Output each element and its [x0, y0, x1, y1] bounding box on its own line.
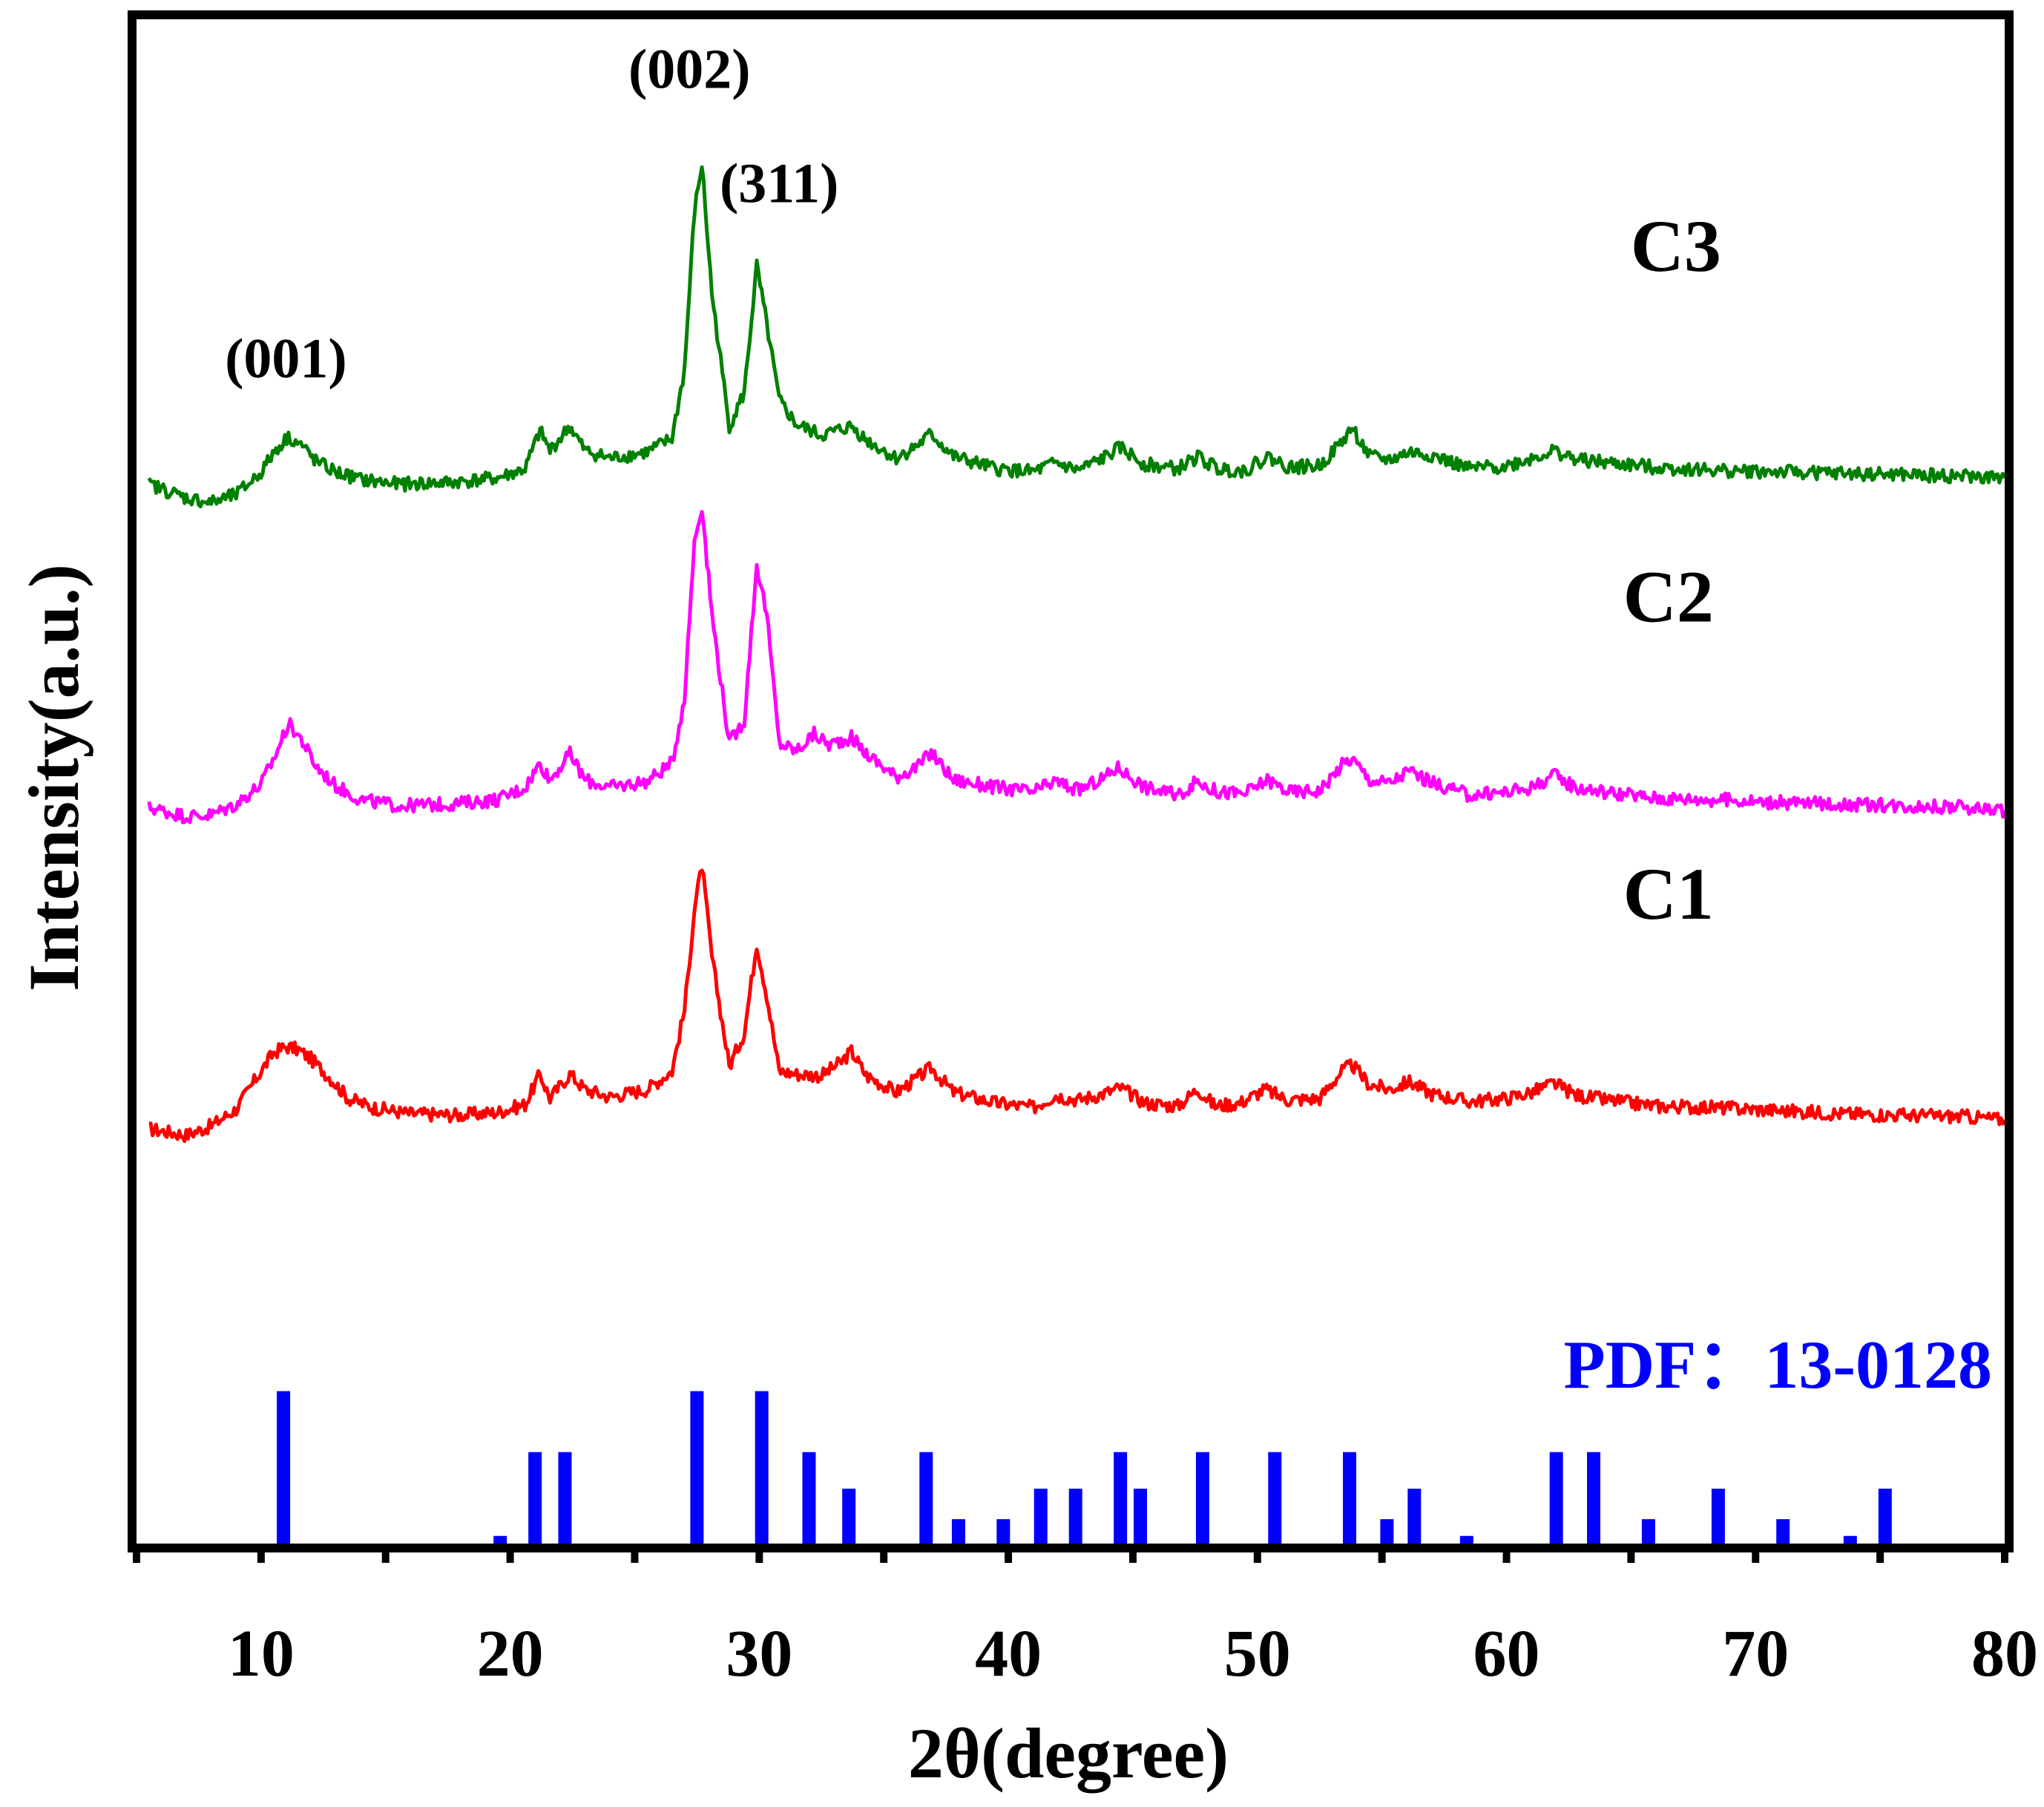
reference-bar [493, 1535, 507, 1544]
reference-bar [1268, 1452, 1282, 1544]
reference-bar [1407, 1489, 1422, 1544]
series-label-c2: C2 [1623, 555, 1714, 637]
reference-bar [558, 1452, 572, 1544]
reference-bar [1134, 1489, 1148, 1544]
reference-bar [277, 1391, 291, 1544]
x-tick-label: 30 [726, 1617, 792, 1690]
reference-bar [528, 1452, 542, 1544]
reference-pattern-label: PDF：13-0128 [1564, 1327, 1992, 1403]
series-line-c3 [147, 165, 2007, 508]
x-tick-label: 20 [477, 1617, 544, 1690]
plot-frame [128, 10, 2014, 1552]
series-label-c1: C1 [1623, 853, 1714, 935]
reference-bar [755, 1391, 769, 1544]
reference-bar [842, 1489, 856, 1544]
reference-bar [1459, 1535, 1473, 1544]
reference-bar [1843, 1535, 1857, 1544]
x-axis-label: 2θ(degree) [908, 1713, 1229, 1793]
x-tick-label: 60 [1473, 1617, 1540, 1690]
reference-bar [919, 1452, 933, 1544]
reference-bar [690, 1391, 704, 1544]
y-axis-label: Intensity(a.u.) [14, 564, 93, 991]
reference-bar [802, 1452, 816, 1544]
series-label-c3: C3 [1631, 205, 1721, 287]
annotations: (001) (002) (311) [225, 38, 838, 390]
reference-bar [1033, 1489, 1048, 1544]
reference-bar [1068, 1489, 1082, 1544]
x-tick-label: 10 [228, 1617, 295, 1690]
x-tick-label: 40 [975, 1617, 1042, 1690]
reference-bar [1878, 1489, 1892, 1544]
peak-annotation: (311) [720, 152, 838, 214]
reference-bar [1587, 1452, 1601, 1544]
x-tick-label: 50 [1224, 1617, 1291, 1690]
reference-bar [1549, 1452, 1563, 1544]
series-line-c1 [148, 868, 2007, 1144]
reference-bar [1641, 1519, 1655, 1544]
reference-bar [1776, 1519, 1790, 1544]
reference-bar [1195, 1452, 1209, 1544]
reference-bar [1711, 1489, 1725, 1544]
reference-bar [1380, 1519, 1394, 1544]
reference-bar [1343, 1452, 1357, 1544]
series-line-c2 [147, 510, 2007, 824]
reference-bar [1114, 1452, 1128, 1544]
x-tick-label: 80 [1971, 1617, 2038, 1690]
peak-annotation: (002) [628, 38, 751, 100]
series-group: C1 C2 C3 [147, 165, 2007, 1144]
x-axis-ticks: 10 20 30 40 50 60 70 80 [133, 1544, 2038, 1690]
reference-pattern [277, 1391, 1892, 1544]
reference-bar [951, 1519, 965, 1544]
peak-annotation: (001) [225, 328, 347, 390]
reference-bar [996, 1519, 1011, 1544]
x-tick-label: 70 [1722, 1617, 1789, 1690]
